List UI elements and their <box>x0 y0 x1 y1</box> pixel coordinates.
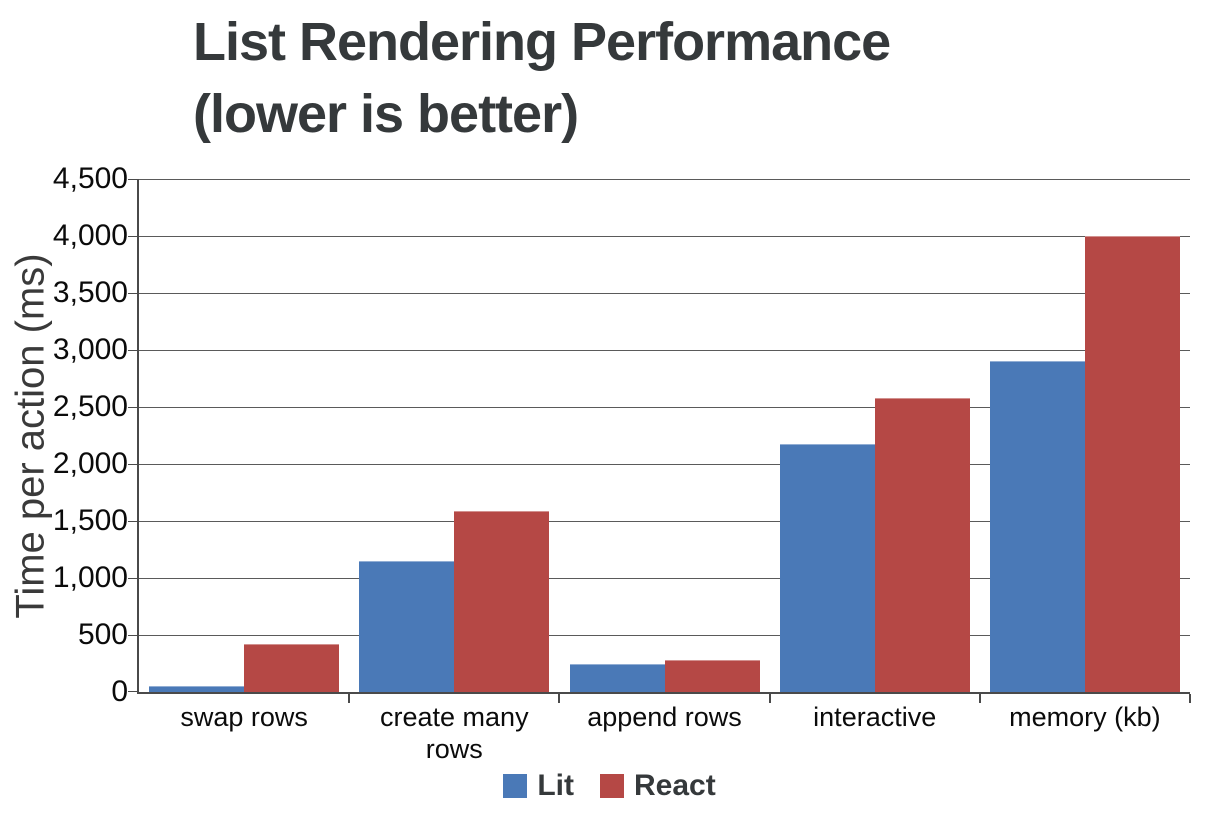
legend-label-lit: Lit <box>537 769 574 802</box>
bar-group-interactive <box>770 179 980 692</box>
bar-group-create-many-rows <box>349 179 559 692</box>
bar-group-swap-rows <box>139 179 349 692</box>
bar-groups <box>139 179 1190 692</box>
bar-lit-memory-kb <box>989 361 1085 692</box>
y-tick-mark-1000 <box>128 578 139 579</box>
x-tick-mark-3 <box>768 694 771 703</box>
x-label-create-many-rows: create many rows <box>380 702 529 764</box>
bar-lit-interactive <box>779 444 875 692</box>
y-tick-mark-1500 <box>128 521 139 522</box>
x-label-cell-interactive: interactive <box>770 701 980 765</box>
y-tick-label-3500: 3,500 <box>52 276 128 309</box>
x-tick-mark-1 <box>348 694 351 703</box>
y-tick-mark-2000 <box>128 464 139 465</box>
y-tick-label-3000: 3,000 <box>52 333 128 366</box>
y-tick-mark-4000 <box>128 236 139 237</box>
y-tick-label-1000: 1,000 <box>52 561 128 594</box>
bar-group-append-rows <box>559 179 769 692</box>
y-tick-mark-4500 <box>128 179 139 180</box>
y-tick-label-2000: 2,000 <box>52 447 128 480</box>
bar-react-interactive <box>874 398 970 692</box>
gridline-4000 <box>139 236 1190 237</box>
gridline-3000 <box>139 350 1190 351</box>
y-tick-label-4500: 4,500 <box>52 162 128 195</box>
x-label-swap-rows: swap rows <box>180 702 308 732</box>
y-tick-label-2500: 2,500 <box>52 390 128 423</box>
y-tick-mark-3500 <box>128 293 139 294</box>
bar-lit-create-many-rows <box>359 560 455 692</box>
legend-swatch-lit <box>503 774 528 798</box>
bar-group-memory-kb <box>980 179 1190 692</box>
gridline-1000 <box>139 578 1190 579</box>
x-label-memory-kb: memory (kb) <box>1009 702 1161 732</box>
x-axis-labels: swap rows create many rows append rows inte… <box>139 701 1190 765</box>
y-tick-labels: 0 500 1,000 1,500 2,000 2,500 3,000 3,500 4,000 4… <box>0 162 128 708</box>
gridline-500 <box>139 635 1190 636</box>
legend-item-react: React <box>599 769 716 803</box>
chart-title: List Rendering Performance (lower is bet… <box>193 6 891 150</box>
y-tick-label-1500: 1,500 <box>52 504 128 537</box>
plot-area <box>128 179 1191 703</box>
gridline-2500 <box>139 407 1190 408</box>
y-tick-label-0: 0 <box>111 675 128 708</box>
x-label-cell-create-many-rows: create many rows <box>349 701 559 765</box>
bar-react-create-many-rows <box>454 510 550 692</box>
y-tick-mark-3000 <box>128 350 139 351</box>
y-tick-mark-500 <box>128 635 139 636</box>
legend-item-lit: Lit <box>503 769 574 803</box>
y-tick-label-4000: 4,000 <box>52 219 128 252</box>
x-tick-mark-5 <box>1189 694 1191 703</box>
gridline-4500 <box>139 179 1190 180</box>
x-label-cell-memory-kb: memory (kb) <box>980 701 1190 765</box>
gridline-2000 <box>139 464 1190 465</box>
legend-swatch-react <box>599 774 624 798</box>
x-tick-mark-2 <box>558 694 561 703</box>
legend: Lit React <box>0 769 1219 803</box>
y-tick-mark-2500 <box>128 407 139 408</box>
x-label-append-rows: append rows <box>587 702 742 732</box>
chart-title-line1: List Rendering Performance <box>193 12 891 72</box>
legend-label-react: React <box>633 769 716 802</box>
chart-title-line2: (lower is better) <box>193 84 579 144</box>
x-label-interactive: interactive <box>813 702 937 732</box>
y-tick-label-500: 500 <box>77 618 128 651</box>
bar-react-append-rows <box>664 660 760 692</box>
gridline-3500 <box>139 293 1190 294</box>
x-tick-mark-4 <box>978 694 981 703</box>
x-label-cell-append-rows: append rows <box>559 701 769 765</box>
gridline-1500 <box>139 521 1190 522</box>
y-tick-mark-0 <box>128 691 139 692</box>
bar-lit-append-rows <box>569 663 665 692</box>
bar-lit-swap-rows <box>149 686 245 692</box>
x-label-cell-swap-rows: swap rows <box>139 701 349 765</box>
bar-react-swap-rows <box>244 644 340 692</box>
bar-react-memory-kb <box>1084 236 1180 692</box>
